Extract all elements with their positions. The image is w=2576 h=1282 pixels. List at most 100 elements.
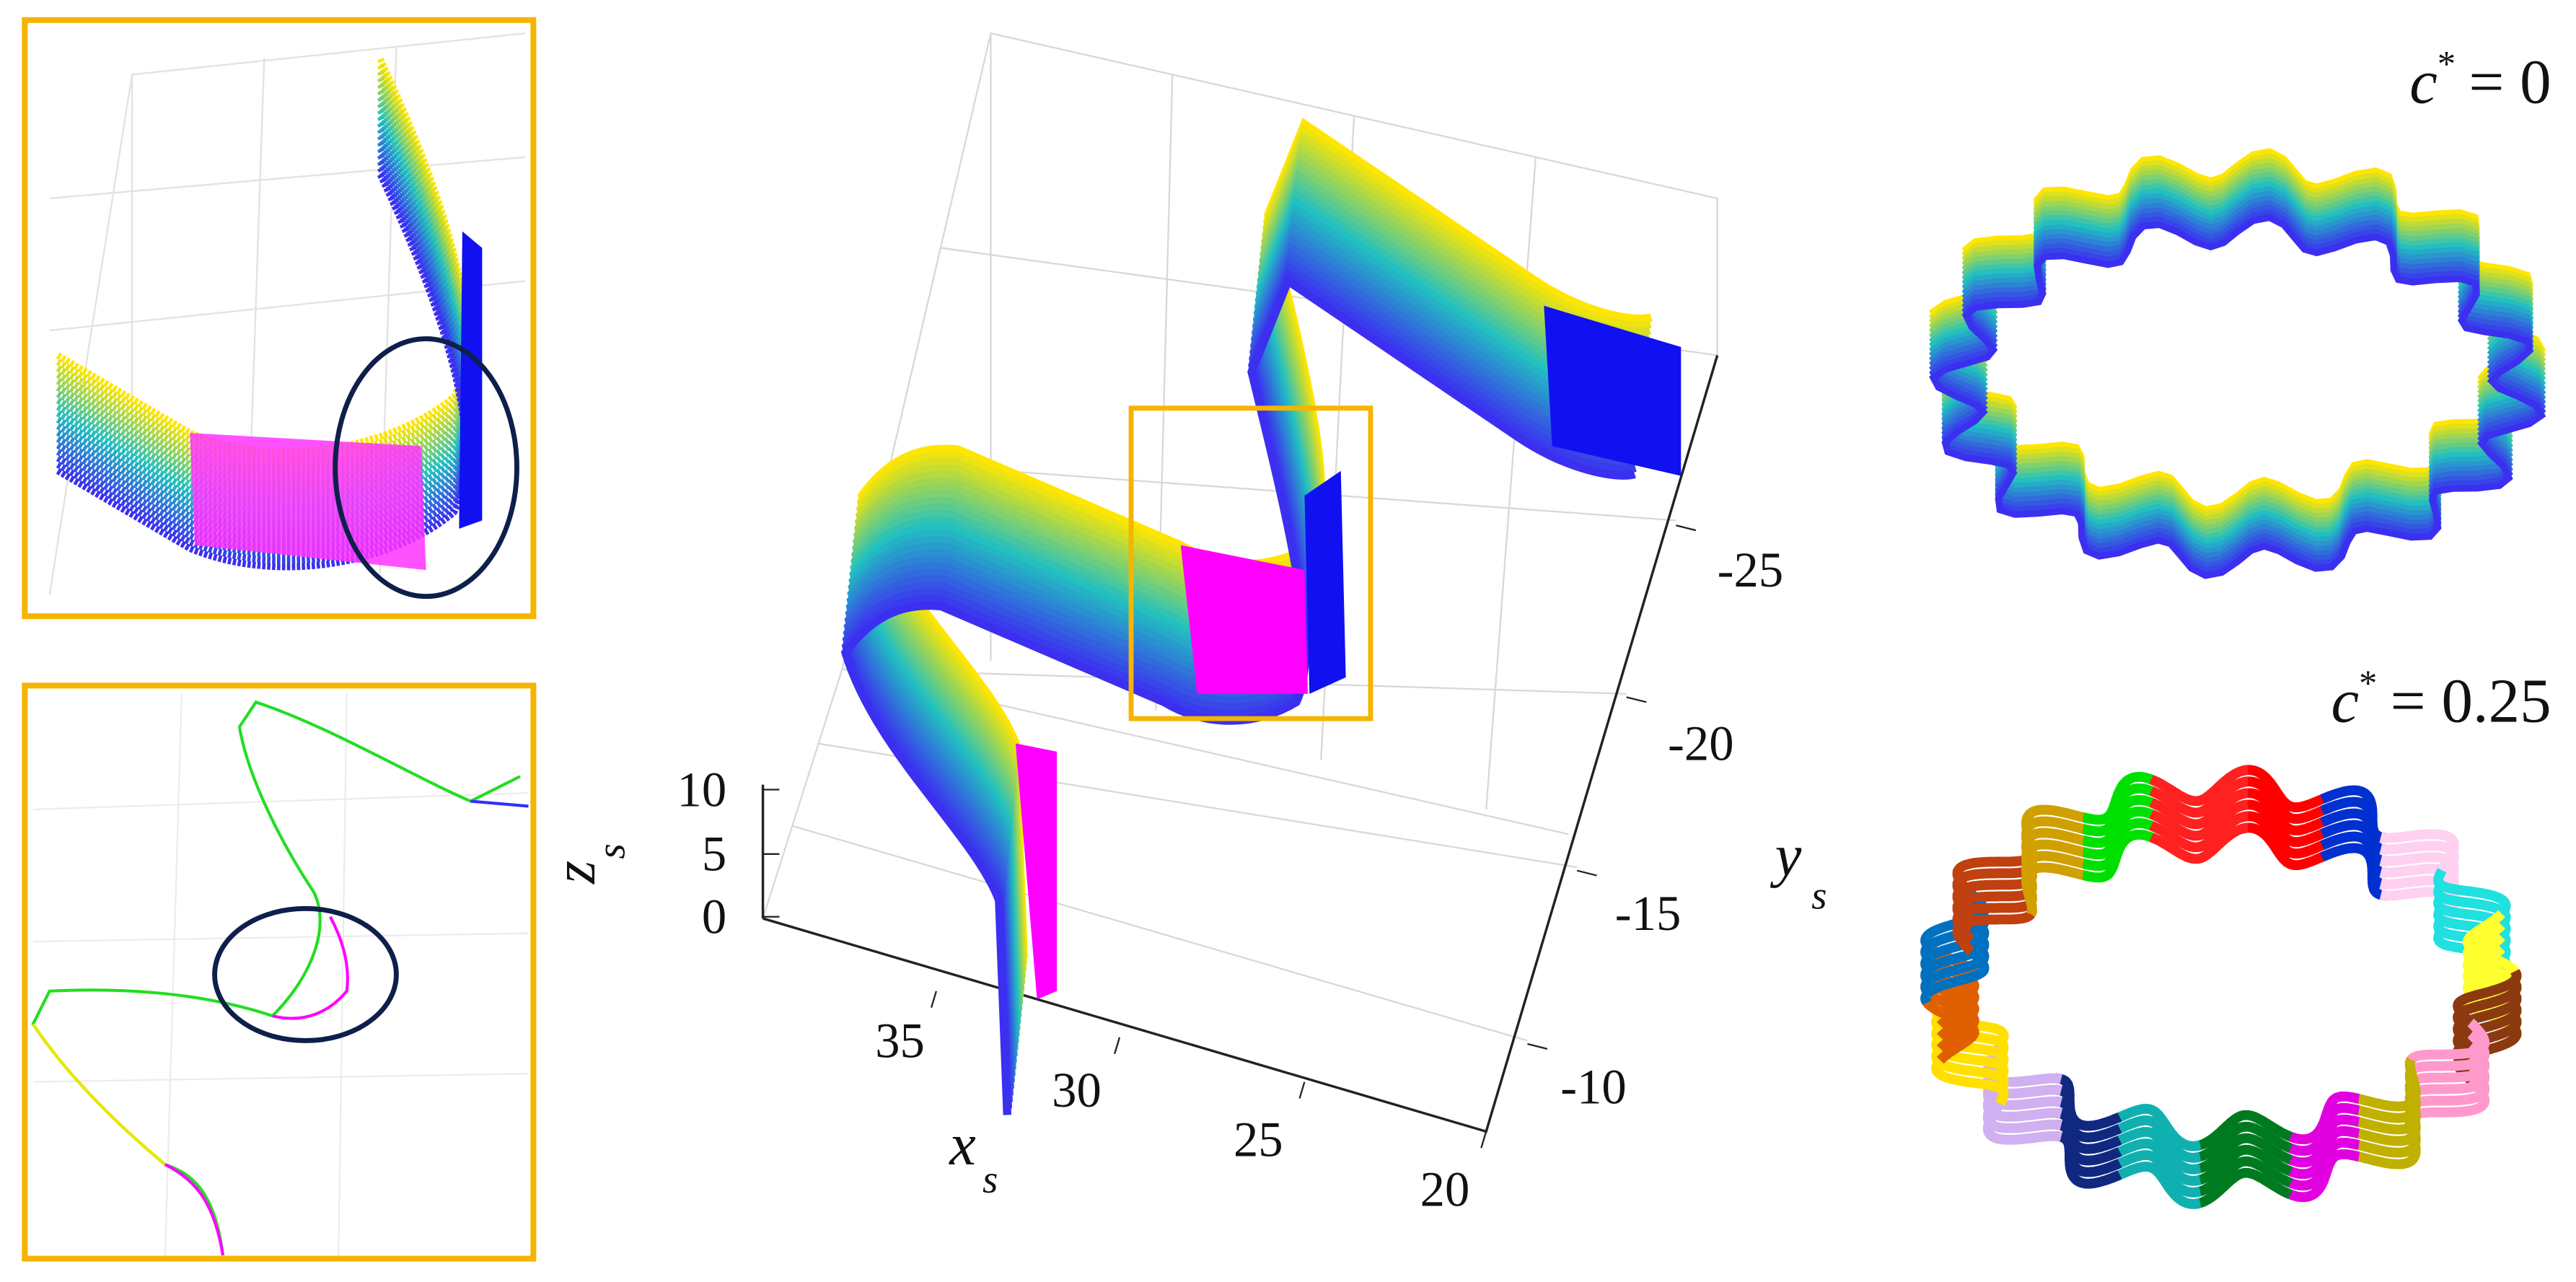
annotation-text: = 0 [2469,46,2551,116]
ring-segment [2241,788,2333,835]
mesh-layer [56,172,470,571]
y-tick [1527,1042,1548,1050]
ring-c0 [1929,148,2546,579]
ring-segment [1931,1017,2009,1071]
ring-segment [2149,822,2248,864]
ring-segment [1931,1052,2009,1106]
ring-segment [2149,788,2248,830]
y-tick [1676,524,1697,532]
ring-segment [2109,1104,2202,1151]
y-tick-label: -15 [1615,886,1682,941]
ring-segment [2241,822,2333,870]
y-tick-label: -10 [1560,1059,1627,1114]
ring-segment [1920,942,1990,1005]
y-tick [1626,696,1647,703]
ring-segment [2149,799,2248,841]
ring-segment [2241,765,2333,812]
x-axis-label: x [949,1112,976,1177]
ring-layer [1929,190,2546,556]
y-tick-label: -25 [1718,543,1784,597]
ring-segment [1920,985,1979,1053]
annotation-text: = 0.25 [2391,666,2551,736]
ring-segment [2021,862,2092,918]
x-tick [930,991,938,1009]
ring-segment [2082,830,2161,883]
ring-segment [2109,1115,2202,1163]
x-tick [1298,1081,1306,1099]
highlight-ellipse [212,905,399,1043]
ring-segment [2194,1110,2293,1151]
ring-layer [1929,204,2546,570]
ring-segment [1982,1085,2062,1133]
ribbon-surface [840,118,1682,1115]
ribbon-segment [1544,305,1682,476]
x-tick [1480,1131,1487,1149]
ribbon-layer [843,248,1639,1089]
mesh-segment [459,231,483,529]
trajectory-panel [22,682,537,1262]
ring-c025 [1920,765,2522,1209]
ribbon-layer [842,261,1638,1102]
ring-segment [2194,1167,2293,1209]
ring-segment [2055,1130,2122,1189]
ribbon-layer [841,268,1637,1109]
ring-segment [2194,1156,2293,1198]
ring-segment [2320,843,2387,901]
ring-segment [2350,1114,2421,1169]
ring-layer [1929,214,2546,579]
ring-segment [2241,799,2333,847]
ribbon-segment [1015,743,1058,1000]
ring-segment [2194,1144,2293,1186]
ring-segment [2149,776,2248,818]
ring-layer [1929,209,2546,574]
y-axis-label: y [1770,823,1802,889]
ring-segment [2109,1162,2202,1209]
x-tick-label: 20 [1420,1162,1470,1216]
ring-segment [2404,1018,2490,1065]
y-axis-label-sub: s [1811,873,1827,917]
mesh-segment [190,433,426,571]
trajectory [31,700,529,1256]
ring-segment [2109,1138,2202,1186]
highlight-ellipse [333,336,519,600]
z-tick-label: 5 [702,827,726,882]
panel-mesh [56,56,483,571]
ribbon-segment [1304,470,1346,694]
annotation: c* = 0 [2409,44,2551,117]
ring-segment [2149,765,2248,807]
annotation-sup: * [2359,663,2377,703]
ring-segment [1982,1097,2062,1145]
x-tick [1114,1037,1121,1055]
ring-segment [2109,1127,2202,1175]
annotation-sup: * [2437,44,2456,84]
ring-segment [2149,811,2248,853]
ring-segment [1931,1040,2009,1094]
y-tick-label: -20 [1668,716,1734,770]
ring-segment [2281,1149,2360,1203]
annotation-symbol: c [2409,46,2437,116]
z-tick-label: 0 [702,890,726,944]
ring-layer [1929,200,2546,565]
ring-segment [1952,909,2037,956]
y-tick [1576,869,1597,877]
ring-layer [1929,195,2546,561]
z-tick-label: 10 [677,762,727,817]
x-axis-label-sub: s [983,1157,998,1201]
zoom-box [1128,405,1373,721]
ring-segment [1931,1029,2009,1083]
ring-segment [1920,997,1979,1064]
ring-segment [2109,1150,2202,1198]
x-tick-label: 25 [1234,1112,1283,1167]
annotation-symbol: c [2331,666,2360,736]
ring-segment [2241,811,2333,859]
ring-segment [2404,1029,2490,1076]
ring-segment [2194,1133,2293,1175]
x-tick-label: 30 [1052,1063,1102,1118]
ribbon-segment [1180,545,1308,694]
ring-segment [2194,1121,2293,1163]
annotation: c* = 0.25 [2331,663,2551,736]
x-tick-label: 35 [875,1013,925,1068]
ring-segment [1920,931,1990,993]
